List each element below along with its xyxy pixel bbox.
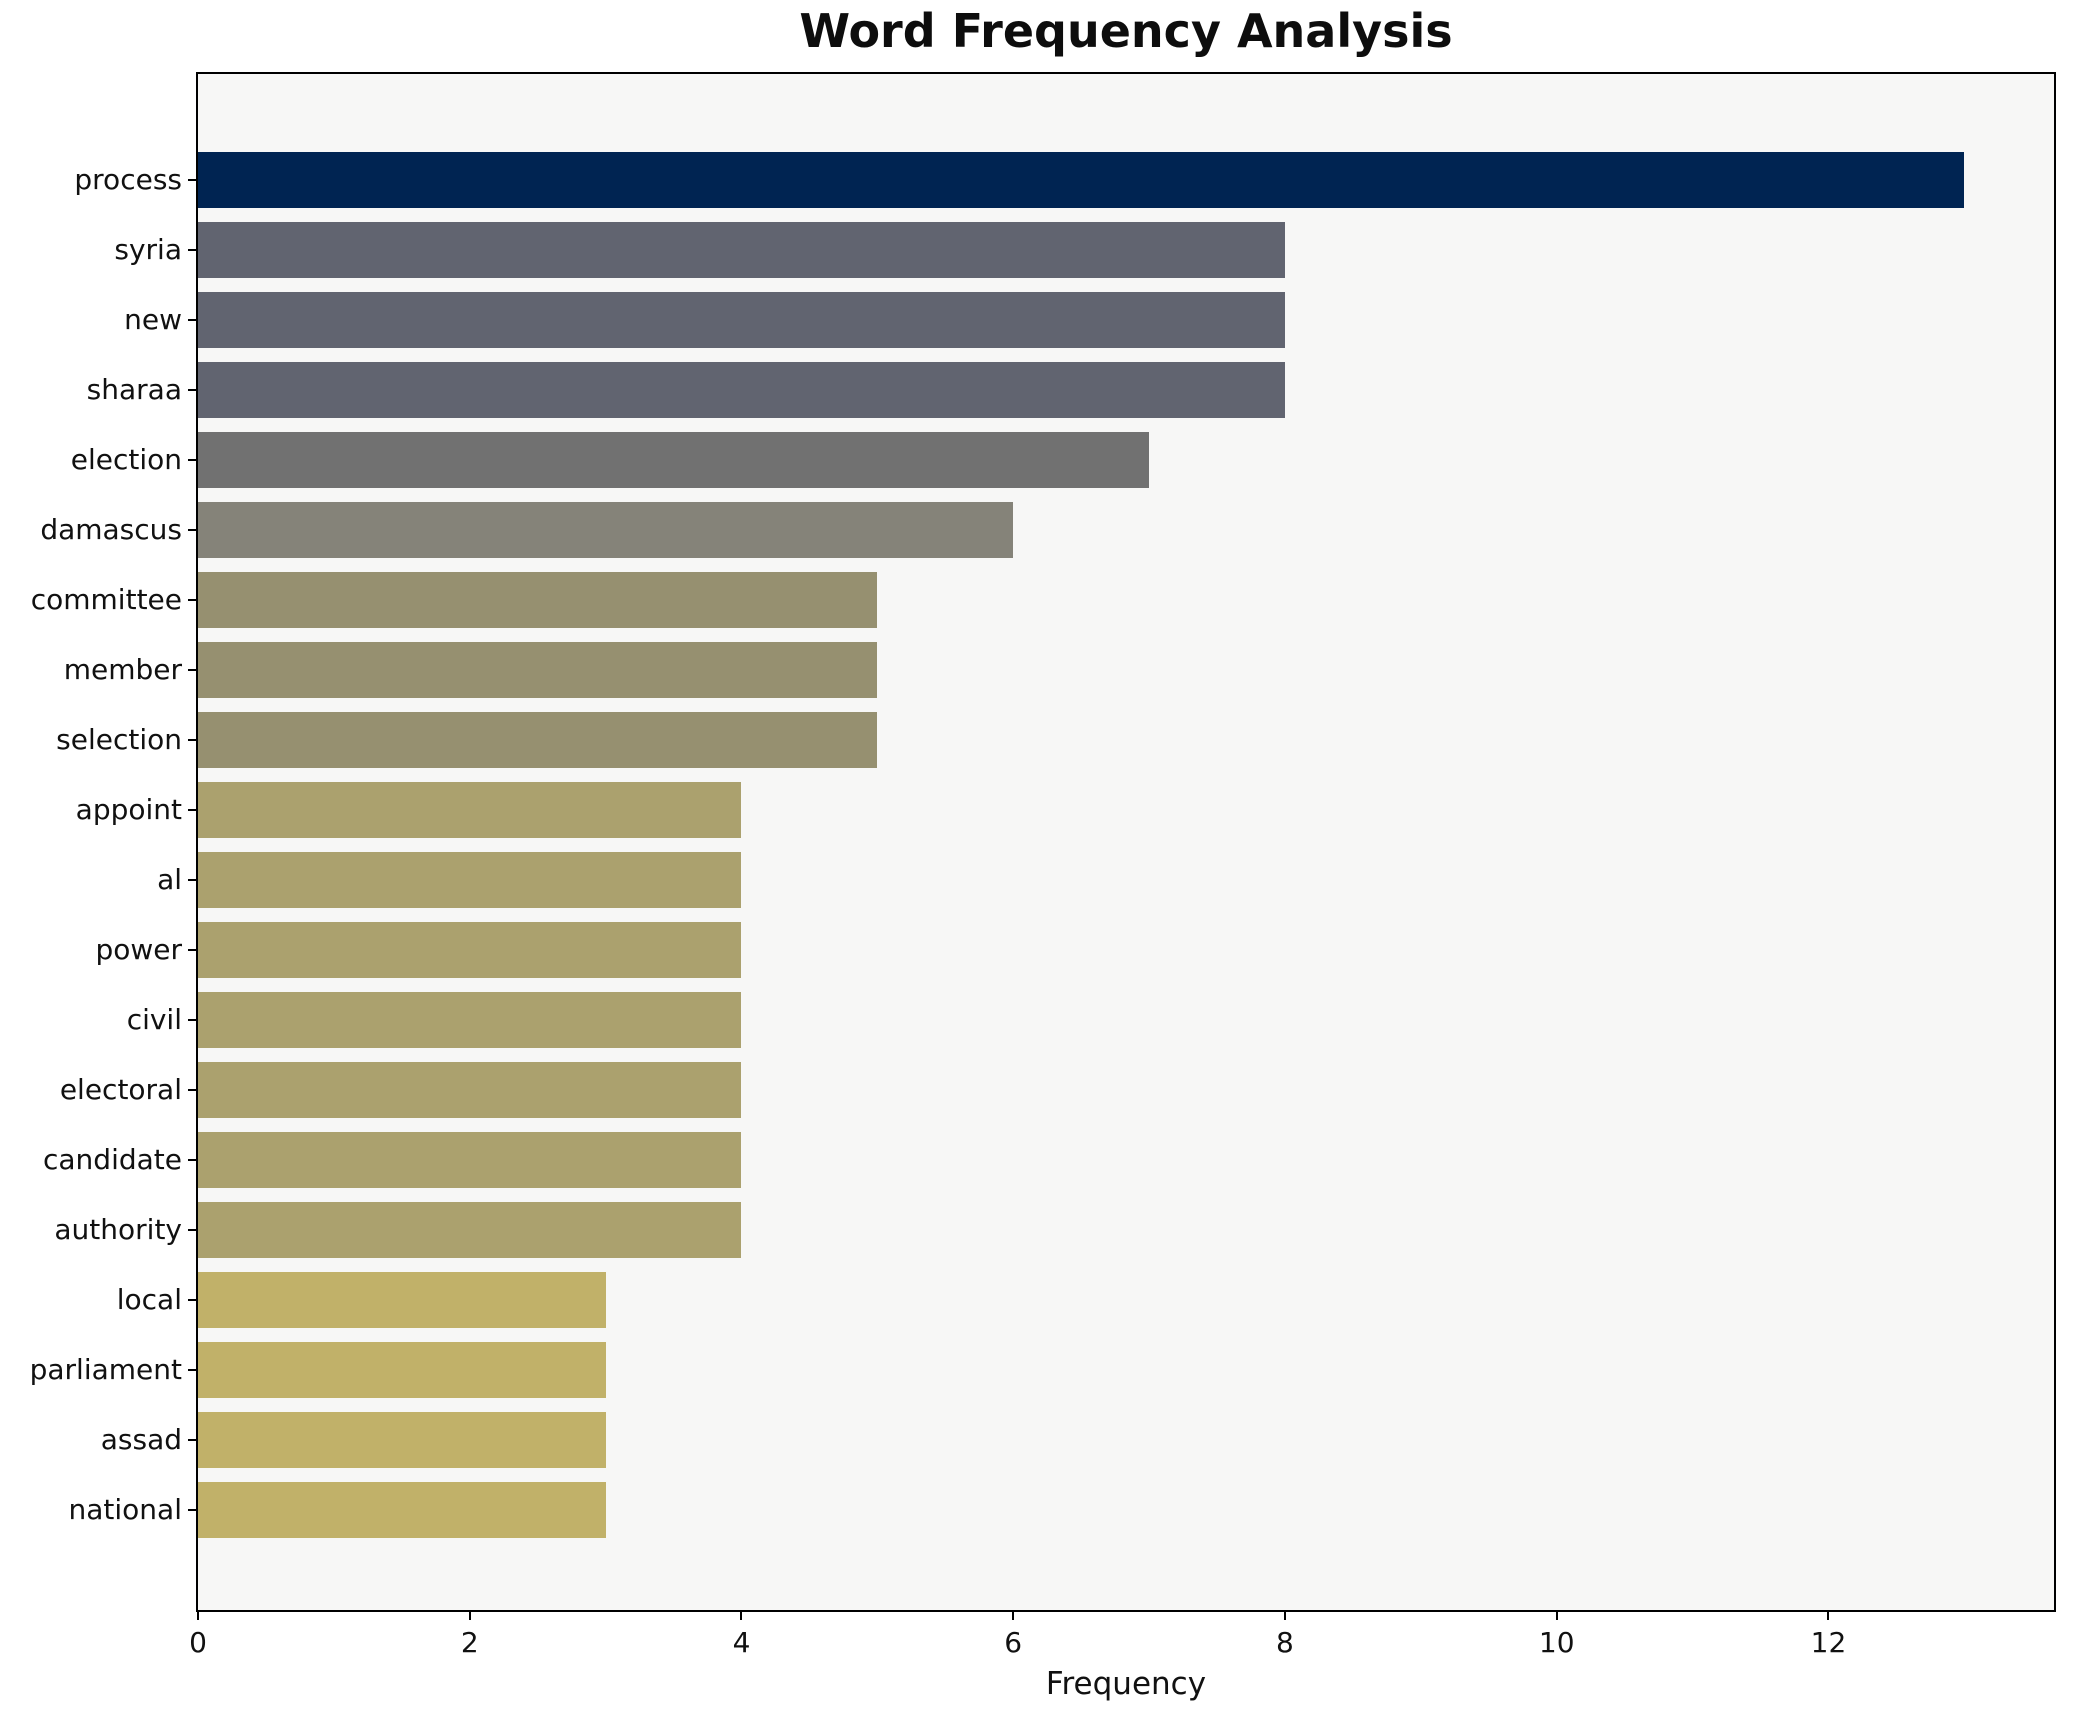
bar-row [198, 425, 2054, 495]
y-axis-label-damascus: damascus [40, 513, 182, 546]
y-axis-label-civil: civil [126, 1003, 182, 1036]
bar-row [198, 1055, 2054, 1125]
y-axis-tick [188, 459, 196, 461]
y-axis-label-member: member [63, 653, 182, 686]
bar-row [198, 635, 2054, 705]
y-axis-label-national: national [68, 1493, 182, 1526]
y-axis-label-selection: selection [56, 723, 182, 756]
plot-area [196, 72, 2056, 1612]
bar-parliament [198, 1342, 606, 1398]
bar-sharaa [198, 362, 1285, 418]
bar-election [198, 432, 1150, 488]
bar-selection [198, 712, 878, 768]
y-axis-label-new: new [124, 303, 182, 336]
x-tick-label-2: 2 [460, 1626, 479, 1659]
bar-row [198, 1475, 2054, 1545]
y-axis-label-power: power [95, 933, 182, 966]
y-axis-tick [188, 739, 196, 741]
bar-row [198, 915, 2054, 985]
bar-assad [198, 1412, 606, 1468]
y-axis-label-electoral: electoral [59, 1073, 182, 1106]
bar-row [198, 145, 2054, 215]
y-axis-tick [188, 179, 196, 181]
y-axis-tick [188, 599, 196, 601]
y-axis-label-syria: syria [114, 233, 182, 266]
bar-power [198, 922, 742, 978]
x-tick-label-0: 0 [189, 1626, 207, 1659]
y-axis-tick [188, 879, 196, 881]
y-axis-tick [188, 1229, 196, 1231]
bar-process [198, 152, 1965, 208]
y-axis-label-appoint: appoint [75, 793, 182, 826]
bar-row [198, 1195, 2054, 1265]
bar-appoint [198, 782, 742, 838]
bar-row [198, 1265, 2054, 1335]
x-axis-tick [740, 1612, 743, 1620]
y-axis-tick [188, 1159, 196, 1161]
y-axis-label-candidate: candidate [43, 1143, 182, 1176]
bar-authority [198, 1202, 742, 1258]
x-tick-label-12: 12 [1810, 1626, 1847, 1659]
x-axis-tick [468, 1612, 471, 1620]
bar-row [198, 495, 2054, 565]
bar-row [198, 1335, 2054, 1405]
y-axis-label-al: al [157, 863, 182, 896]
y-axis-tick [188, 249, 196, 251]
y-axis-label-parliament: parliament [29, 1353, 182, 1386]
bar-electoral [198, 1062, 742, 1118]
x-axis-tick [1827, 1612, 1830, 1620]
y-axis-label-authority: authority [54, 1213, 182, 1246]
x-tick-label-4: 4 [732, 1626, 751, 1659]
y-axis-tick [188, 389, 196, 391]
x-axis-tick [1012, 1612, 1015, 1620]
y-axis-tick [188, 529, 196, 531]
y-axis-label-sharaa: sharaa [86, 373, 182, 406]
bar-national [198, 1482, 606, 1538]
y-axis-label-election: election [70, 443, 182, 476]
bar-al [198, 852, 742, 908]
bar-row [198, 215, 2054, 285]
bar-candidate [198, 1132, 742, 1188]
bar-row [198, 845, 2054, 915]
y-axis-tick [188, 1089, 196, 1091]
y-axis-tick [188, 669, 196, 671]
chart-title: Word Frequency Analysis [799, 4, 1453, 58]
y-axis-tick [188, 1369, 196, 1371]
x-axis-tick [1283, 1612, 1286, 1620]
x-tick-label-8: 8 [1276, 1626, 1294, 1659]
bar-row [198, 285, 2054, 355]
bar-local [198, 1272, 606, 1328]
bar-row [198, 1405, 2054, 1475]
y-axis-tick [188, 809, 196, 811]
y-axis-tick [188, 1439, 196, 1441]
x-axis-tick [1555, 1612, 1558, 1620]
bar-committee [198, 572, 878, 628]
x-tick-label-6: 6 [1004, 1626, 1023, 1659]
y-axis-label-committee: committee [30, 583, 182, 616]
x-axis-label: Frequency [1045, 1666, 1207, 1702]
bar-row [198, 775, 2054, 845]
x-tick-label-10: 10 [1538, 1626, 1575, 1659]
bar-syria [198, 222, 1285, 278]
y-axis-tick [188, 1019, 196, 1021]
y-axis-tick [188, 1509, 196, 1511]
x-axis-tick [197, 1612, 199, 1620]
bar-civil [198, 992, 742, 1048]
bar-row [198, 705, 2054, 775]
bar-new [198, 292, 1285, 348]
bar-member [198, 642, 878, 698]
y-axis-label-local: local [116, 1283, 182, 1316]
bar-row [198, 355, 2054, 425]
bar-row [198, 1125, 2054, 1195]
bar-damascus [198, 502, 1014, 558]
y-axis-tick [188, 949, 196, 951]
bar-row [198, 985, 2054, 1055]
y-axis-tick [188, 319, 196, 321]
y-axis-label-assad: assad [100, 1423, 182, 1456]
y-axis-label-process: process [74, 163, 182, 196]
y-axis-tick [188, 1299, 196, 1301]
bar-row [198, 565, 2054, 635]
